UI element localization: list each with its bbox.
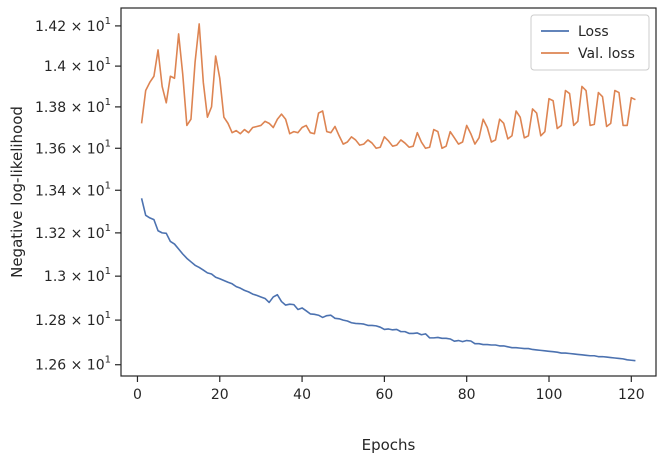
legend: Loss Val. loss — [530, 14, 650, 71]
y-tick-label: 1.28 × 101 — [35, 310, 111, 329]
y-tick-label: 1.42 × 101 — [35, 16, 111, 35]
x-axis-label: Epochs — [362, 436, 416, 454]
x-axis-ticks: 0 20 40 60 80 100 120 — [133, 376, 645, 403]
y-axis-label: Negative log-likelihood — [8, 106, 26, 278]
y-axis-ticks: 1.26 × 101 1.28 × 101 1.3 × 101 1.32 × 101 1… — [35, 16, 121, 374]
y-tick-label: 1.34 × 101 — [35, 180, 111, 199]
plot-frame — [120, 7, 657, 377]
x-tick-label: 120 — [618, 387, 645, 403]
y-tick-label: 1.3 × 101 — [44, 266, 111, 285]
series-lines — [140, 23, 636, 362]
legend-entry-label: Val. loss — [578, 46, 635, 62]
x-tick-label: 20 — [211, 387, 229, 403]
legend-entry-label: Loss — [578, 24, 609, 40]
y-tick-label: 1.38 × 101 — [35, 97, 111, 116]
x-tick-label: 0 — [133, 387, 142, 403]
series-line-val-loss — [140, 23, 636, 150]
x-tick-label: 60 — [375, 387, 393, 403]
x-tick-label: 40 — [293, 387, 311, 403]
legend-box — [530, 14, 650, 71]
y-tick-label: 1.4 × 101 — [44, 56, 111, 75]
x-tick-label: 80 — [458, 387, 476, 403]
x-tick-label: 100 — [536, 387, 563, 403]
y-tick-label: 1.26 × 101 — [35, 355, 111, 374]
y-tick-label: 1.36 × 101 — [35, 138, 111, 157]
plot-area — [120, 7, 657, 377]
series-line-loss — [140, 198, 636, 362]
y-tick-label: 1.32 × 101 — [35, 223, 111, 242]
